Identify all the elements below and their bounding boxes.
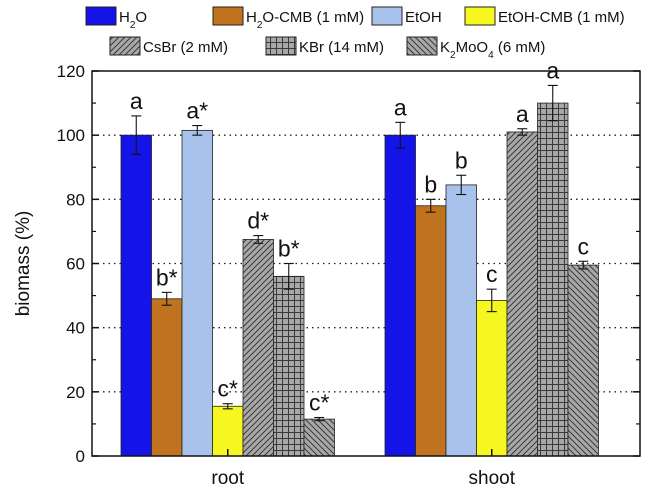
- bar-root-6: [303, 418, 335, 457]
- y-axis: 0 20 40 60 80 100 120: [57, 62, 640, 466]
- bar-shoot-2: [445, 184, 477, 457]
- bar-shoot-1: [415, 205, 447, 457]
- significance-label-shoot-6: c: [578, 233, 590, 259]
- significance-label-shoot-1: b: [424, 171, 437, 197]
- legend-swatch-4: [109, 36, 141, 56]
- legend-swatch-5: [265, 36, 297, 56]
- legend-label-part: MoO: [456, 39, 489, 56]
- x-category-label-shoot: shoot: [469, 468, 516, 489]
- y-tick-label-120: 120: [57, 62, 85, 81]
- legend-label-0: H2O: [119, 9, 147, 31]
- y-axis-title: biomass (%): [13, 211, 34, 317]
- bar-root-3: [212, 405, 244, 457]
- legend-label-2: EtOH: [405, 9, 442, 26]
- legend-label-part: EtOH: [405, 9, 442, 26]
- legend-label-part: O-CMB (1 mM): [262, 9, 364, 26]
- y-tick-label-0: 0: [76, 447, 85, 466]
- significance-label-root-5: b*: [278, 236, 300, 262]
- legend-label-4: CsBr (2 mM): [143, 39, 228, 56]
- significance-label-root-6: c*: [309, 390, 330, 416]
- legend-swatch-1: [212, 6, 244, 26]
- legend-label-part: O: [135, 9, 147, 26]
- legend-label-part: H: [246, 9, 257, 26]
- legend-label-part: H: [119, 9, 130, 26]
- bar-root-2: [181, 129, 213, 457]
- bar-shoot-3: [476, 299, 508, 457]
- legend-swatch-0: [85, 6, 117, 26]
- y-tick-label-20: 20: [66, 383, 85, 402]
- y-tick-label-100: 100: [57, 126, 85, 145]
- significance-label-root-1: b*: [156, 264, 178, 290]
- y-tick-label-40: 40: [66, 319, 85, 338]
- legend-label-part: EtOH-CMB (1 mM): [498, 9, 625, 26]
- bar-root-5: [273, 275, 305, 457]
- significance-label-shoot-4: a: [516, 101, 529, 127]
- significance-label-root-2: a*: [186, 98, 208, 124]
- legend-label-1: H2O-CMB (1 mM): [246, 9, 364, 31]
- legend-label-5: KBr (14 mM): [299, 39, 384, 56]
- bar-shoot-4: [506, 131, 538, 457]
- bar-root-0: [120, 134, 152, 457]
- significance-label-root-3: c*: [218, 376, 239, 402]
- y-tick-label-60: 60: [66, 255, 85, 274]
- x-axis: root shoot: [211, 449, 516, 489]
- bar-root-4: [242, 239, 274, 457]
- bar-shoot-6: [567, 264, 599, 457]
- legend-swatch-6: [406, 36, 438, 56]
- legend-swatch-2: [371, 6, 403, 26]
- significance-label-shoot-0: a: [394, 94, 407, 120]
- bar-shoot-5: [537, 102, 569, 457]
- legend-label-part: KBr (14 mM): [299, 39, 384, 56]
- bar-root-1: [151, 298, 183, 457]
- legend-label-part: 2: [257, 20, 263, 31]
- chart-bars: [120, 84, 599, 457]
- legend-label-part: CsBr (2 mM): [143, 39, 228, 56]
- legend-label-6: K2MoO4 (6 mM): [440, 39, 545, 61]
- legend-label-3: EtOH-CMB (1 mM): [498, 9, 625, 26]
- y-tick-label-80: 80: [66, 190, 85, 209]
- legend-label-part: K: [440, 39, 450, 56]
- chart-legend: H2O H2O-CMB (1 mM) EtOH EtOH-CMB (1 mM)CsBr…: [85, 6, 625, 61]
- x-category-label-root: root: [211, 468, 244, 489]
- significance-label-root-4: d*: [247, 208, 269, 234]
- legend-swatch-3: [464, 6, 496, 26]
- significance-label-shoot-2: b: [455, 147, 468, 173]
- bar-shoot-0: [384, 134, 416, 457]
- significance-label-shoot-3: c: [486, 261, 498, 287]
- significance-label-root-0: a: [130, 88, 143, 114]
- legend-label-part: 2: [450, 50, 456, 61]
- legend-label-part: (6 mM): [494, 39, 546, 56]
- legend-label-part: 4: [488, 50, 494, 61]
- legend-label-part: 2: [130, 20, 136, 31]
